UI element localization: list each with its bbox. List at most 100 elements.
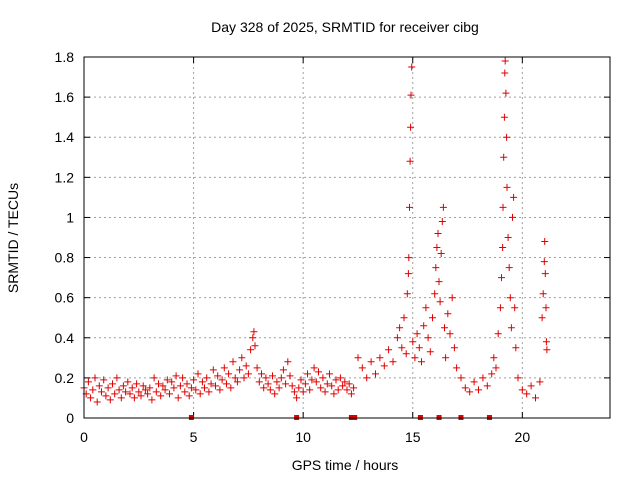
data-point (269, 372, 276, 380)
data-point (159, 382, 167, 390)
data-point (510, 193, 518, 201)
data-point (185, 392, 193, 400)
data-point (111, 390, 119, 398)
data-point (479, 374, 487, 382)
data-point (312, 378, 320, 386)
data-point (196, 390, 204, 398)
data-point (434, 230, 442, 237)
data-point (194, 370, 202, 378)
data-point (408, 63, 416, 71)
data-point (317, 384, 325, 392)
y-tick-label: 0.2 (55, 370, 75, 386)
data-point (297, 376, 305, 384)
data-point (413, 330, 421, 338)
data-point (326, 370, 333, 378)
y-tick-label: 1.2 (55, 169, 75, 185)
y-tick-label: 1.6 (55, 89, 75, 105)
data-point (84, 378, 92, 386)
data-point (207, 380, 215, 388)
data-point (225, 370, 233, 378)
data-point (146, 384, 154, 392)
data-point (499, 203, 507, 211)
data-point (190, 376, 198, 384)
data-point (500, 113, 508, 121)
data-point (334, 386, 342, 394)
data-point (91, 374, 99, 382)
data-point (203, 374, 211, 382)
data-point (183, 380, 191, 388)
data-point (396, 324, 404, 332)
data-point (354, 354, 362, 362)
data-point (499, 244, 507, 251)
data-point (214, 372, 222, 380)
data-point (518, 386, 526, 394)
x-tick-label: 15 (405, 429, 421, 445)
data-point (244, 370, 252, 378)
data-point (262, 374, 270, 382)
data-point (148, 396, 156, 404)
data-point (363, 374, 371, 382)
data-point (163, 376, 171, 384)
data-point (496, 304, 504, 312)
data-point (247, 346, 255, 354)
data-point (404, 270, 412, 278)
data-point (536, 378, 544, 386)
data-point (438, 218, 446, 225)
data-point (288, 382, 296, 390)
data-point (507, 324, 515, 332)
data-point (117, 394, 125, 402)
data-point (372, 370, 379, 378)
y-tick-label: 0.8 (55, 250, 75, 266)
data-point (541, 270, 549, 278)
tick-labels: 0 0.2 0.4 0.6 0.8 1 1.2 1.4 1.6 1.8 0 5 10 15 20 (55, 49, 531, 445)
data-point (502, 89, 510, 97)
data-point (347, 390, 355, 398)
data-point (212, 382, 219, 390)
data-point (442, 354, 450, 362)
data-point (433, 244, 441, 251)
data-point (176, 382, 184, 390)
data-point (494, 330, 502, 338)
data-point (444, 310, 452, 318)
data-point (255, 378, 263, 386)
data-point (527, 382, 535, 390)
data-point (115, 386, 123, 394)
data-point (538, 314, 546, 322)
data-points (80, 57, 551, 406)
data-point (420, 322, 428, 330)
data-point (426, 348, 434, 356)
data-point (150, 374, 158, 382)
data-point (233, 378, 241, 386)
data-point (511, 304, 519, 312)
data-point (174, 394, 182, 402)
data-point (308, 376, 316, 384)
data-point (250, 328, 258, 336)
data-point (504, 234, 512, 241)
data-point (260, 384, 268, 392)
data-point (209, 366, 217, 374)
data-point (422, 304, 430, 312)
data-point (277, 374, 285, 382)
data-point (503, 183, 511, 191)
data-point (490, 354, 498, 362)
data-point (389, 358, 397, 366)
data-point (542, 304, 550, 312)
data-point (424, 334, 432, 342)
data-point (218, 376, 226, 384)
data-point (133, 380, 141, 388)
data-point (453, 364, 461, 372)
x-axis-label: GPS time / hours (292, 457, 399, 473)
data-point (264, 380, 272, 388)
data-point (304, 370, 311, 378)
data-point (328, 382, 336, 390)
data-point (130, 394, 138, 402)
data-point (198, 378, 206, 386)
y-tick-label: 0.4 (55, 330, 75, 346)
data-point (345, 380, 353, 388)
data-point (483, 382, 491, 390)
data-point (498, 274, 505, 282)
data-point (240, 374, 248, 382)
data-point (253, 364, 261, 372)
data-point (293, 394, 301, 402)
data-point (271, 390, 279, 398)
